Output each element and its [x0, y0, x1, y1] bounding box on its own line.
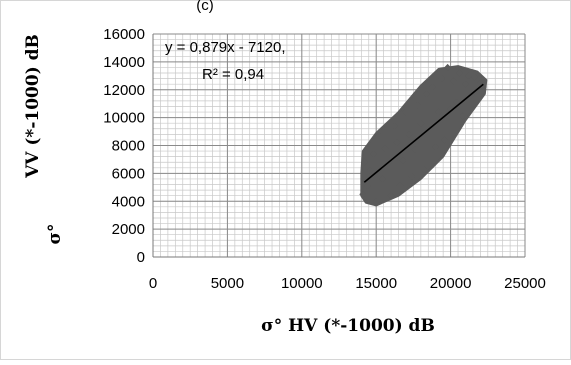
- data-point: [461, 80, 470, 88]
- data-point: [420, 165, 428, 173]
- x-tick-labels: 0 5000 10000 15000 20000 25000: [149, 275, 546, 292]
- data-point: [423, 90, 431, 98]
- data-point: [399, 157, 407, 165]
- x-tick-label: 10000: [281, 275, 323, 292]
- data-point: [396, 182, 404, 190]
- data-point: [447, 105, 455, 113]
- y-tick-label: 4000: [112, 193, 145, 210]
- data-point: [378, 175, 386, 183]
- x-tick-label: 25000: [504, 275, 546, 292]
- y-axis-title-text: VV (*-1000) dB: [23, 34, 43, 179]
- y-tick-label: 16000: [103, 26, 145, 43]
- y-tick-label: 10000: [103, 110, 145, 127]
- data-point: [359, 190, 367, 198]
- data-point: [363, 182, 371, 190]
- data-point: [366, 167, 374, 175]
- y-tick-label: 12000: [103, 82, 145, 99]
- data-point: [390, 122, 398, 130]
- data-point: [375, 132, 383, 140]
- trendline-equation: y = 0,879x - 7120,: [165, 39, 286, 56]
- data-point: [393, 139, 401, 147]
- data-point: [426, 126, 434, 134]
- data-point: [405, 130, 413, 138]
- x-tick-label: 0: [149, 275, 157, 292]
- data-point: [372, 197, 380, 205]
- data-point: [387, 192, 395, 200]
- y-tick-label: 2000: [112, 221, 145, 238]
- trendline-r-squared: R² = 0,94: [202, 66, 264, 83]
- y-tick-label: 0: [137, 249, 145, 266]
- data-point: [432, 143, 440, 151]
- data-point: [464, 72, 472, 80]
- x-tick-label: 20000: [430, 275, 472, 292]
- data-point: [441, 136, 449, 144]
- data-point: [408, 172, 416, 180]
- data-point: [438, 75, 446, 83]
- data-point: [402, 108, 410, 116]
- data-point: [417, 119, 425, 127]
- y-tick-label: 14000: [103, 54, 145, 71]
- y-tick-label: 8000: [112, 138, 145, 155]
- scatter-points: [359, 63, 487, 205]
- x-tick-label: 5000: [211, 275, 244, 292]
- data-point: [470, 73, 478, 81]
- data-point: [360, 158, 368, 166]
- trendline: [363, 83, 484, 183]
- y-axis-title: σ° VV (*-1000) dB: [23, 34, 65, 244]
- y-tick-labels: 0 2000 4000 6000 8000 10000 12000 14000 16000: [103, 26, 145, 266]
- data-point: [411, 146, 419, 154]
- y-tick-label: 6000: [112, 165, 145, 182]
- y-axis-title-symbol: σ°: [45, 223, 65, 244]
- y-axis-title-group: σ° VV (*-1000) dB: [23, 34, 65, 244]
- data-point: [369, 150, 377, 158]
- data-point: [429, 83, 437, 91]
- data-point: [450, 77, 458, 85]
- data-point: [458, 112, 467, 120]
- data-point: [414, 101, 422, 109]
- data-point: [444, 63, 452, 71]
- page-header: (c): [196, 0, 214, 14]
- data-point: [455, 69, 464, 77]
- data-point: [435, 108, 443, 116]
- x-axis-title: σ° HV (*-1000) dB: [261, 316, 435, 336]
- axes: [152, 34, 525, 258]
- data-point: [381, 144, 389, 152]
- x-tick-label: 15000: [355, 275, 397, 292]
